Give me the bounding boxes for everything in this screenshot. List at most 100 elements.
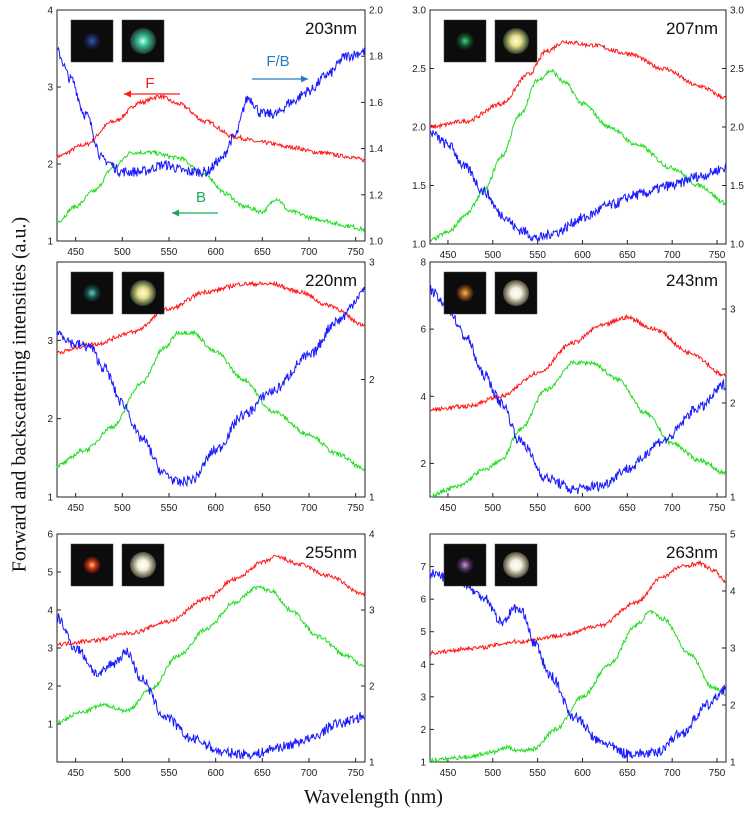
y-tick-label-left: 1 [47,720,53,731]
x-tick-label: 550 [529,768,546,779]
series-B-line [56,329,366,471]
y-tick-label-right: 1 [369,758,375,769]
y-tick-label-left: 6 [47,530,53,541]
y-tick-label-right: 1.0 [730,240,744,251]
forward-scatter-image [83,284,101,302]
y-tick-label-left: 4 [420,660,426,671]
x-tick-label: 500 [114,503,131,514]
x-tick-label: 750 [347,503,364,514]
y-tick-label-right: 3.0 [730,6,744,17]
x-tick-label: 550 [161,503,178,514]
y-tick-label-right: 3 [730,644,736,655]
panel-size-label: 255nm [305,543,357,562]
y-tick-label-right: 1.5 [730,181,744,192]
y-tick-label-right: 3 [369,606,375,617]
x-axis-label: Wavelength (nm) [304,786,443,808]
y-tick-label-left: 3 [47,644,53,655]
x-tick-label: 650 [254,247,271,258]
series-FB-line [56,286,366,488]
y-tick-label-right: 1 [730,493,736,504]
x-tick-label: 550 [161,247,178,258]
x-tick-label: 500 [484,250,501,261]
y-axis-label: Forward and backscattering intensities (… [8,216,31,573]
y-tick-label-right: 1.2 [369,190,383,201]
y-tick-label-left: 2.5 [412,64,426,75]
x-tick-label: 500 [484,503,501,514]
y-tick-label-left: 8 [420,258,426,269]
x-tick-label: 750 [709,768,726,779]
y-tick-label-right: 2.0 [369,6,383,17]
x-tick-label: 500 [484,768,501,779]
series-FB-line [56,613,366,760]
annotation-arrow-head [172,209,179,217]
x-tick-label: 700 [301,768,318,779]
panel-size-label: 207nm [666,19,718,38]
series-F-line [429,39,727,130]
y-tick-label-left: 6 [420,595,426,606]
y-tick-label-left: 3 [47,336,53,347]
x-tick-label: 450 [67,768,84,779]
series-B-line [429,68,727,242]
y-tick-label-right: 1.0 [369,237,383,248]
x-tick-label: 450 [440,768,457,779]
series-FB-line [429,569,727,760]
annotation-FB-label: F/B [266,53,289,70]
x-tick-label: 600 [574,503,591,514]
y-tick-label-right: 1.4 [369,144,383,155]
y-tick-label-left: 2 [420,459,426,470]
x-tick-label: 500 [114,768,131,779]
plot-frame [56,9,366,242]
series-B-line [429,610,726,763]
x-tick-label: 700 [301,503,318,514]
y-tick-label-right: 1.8 [369,52,383,63]
y-tick-label-right: 4 [730,587,736,598]
y-tick-label-left: 1 [420,758,426,769]
y-tick-label-right: 3 [730,305,736,316]
x-tick-label: 600 [574,250,591,261]
series-B-line [56,585,365,725]
series-FB-line [429,284,726,495]
y-tick-label-left: 4 [47,6,53,17]
x-tick-label: 450 [67,503,84,514]
panel-203nm: 450 500 550 600 650 700 750 1 2 3 4 1.0 1.2 1.4 1.6 1.8… [47,6,383,259]
panel-size-label: 220nm [305,271,357,290]
x-tick-label: 600 [207,768,224,779]
plot-frame [429,261,727,498]
y-tick-label-left: 2 [47,682,53,693]
y-tick-label-left: 2 [420,725,426,736]
y-tick-label-left: 1 [47,493,53,504]
x-tick-label: 450 [440,250,457,261]
y-tick-label-right: 5 [730,530,736,541]
y-tick-label-right: 4 [369,530,375,541]
backscatter-image [503,28,529,54]
y-tick-label-left: 3 [47,83,53,94]
series-F-line [429,559,726,656]
x-tick-label: 650 [254,768,271,779]
backscatter-image [130,28,156,54]
y-tick-label-left: 5 [420,627,426,638]
x-tick-label: 650 [619,250,636,261]
backscatter-image [503,280,529,306]
series-FB-line [429,130,727,243]
x-tick-label: 700 [301,247,318,258]
y-tick-label-right: 2 [369,375,375,386]
y-tick-label-left: 2 [47,414,53,425]
x-tick-label: 650 [619,503,636,514]
y-tick-label-right: 2.0 [730,123,744,134]
y-tick-label-right: 1 [730,758,736,769]
x-tick-label: 550 [529,250,546,261]
x-tick-label: 450 [67,247,84,258]
annotation-arrow-head [124,90,131,98]
y-tick-label-left: 4 [420,392,426,403]
panel-size-label: 203nm [305,19,357,38]
panel-220nm: 450 500 550 600 650 700 750 1 2 3 1 2 3 220nm [47,258,375,515]
x-tick-label: 700 [664,250,681,261]
x-tick-label: 750 [709,250,726,261]
x-tick-label: 750 [709,503,726,514]
x-tick-label: 650 [254,503,271,514]
x-tick-label: 700 [664,503,681,514]
y-tick-label-left: 1.5 [412,181,426,192]
forward-scatter-image [83,556,101,574]
